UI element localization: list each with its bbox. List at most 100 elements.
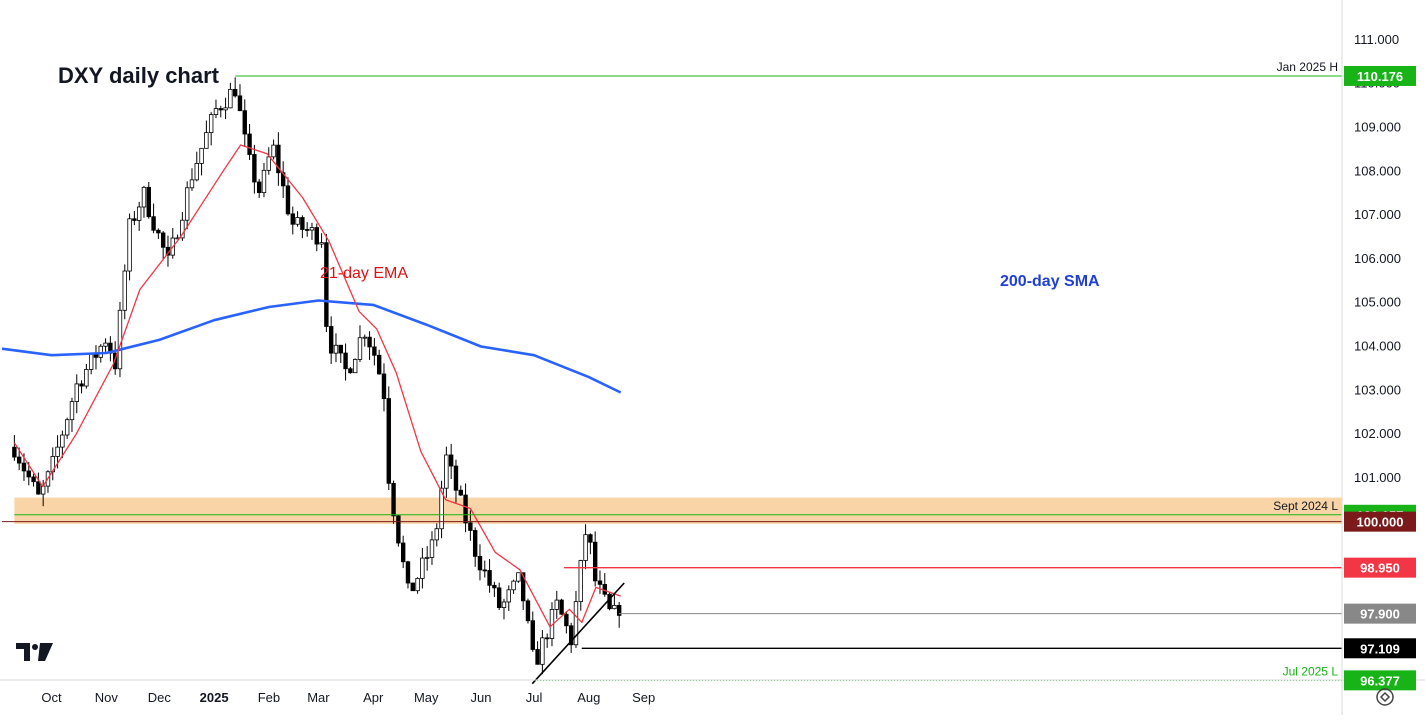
time-axis[interactable]: Oct Nov Dec 2025 Feb Mar Apr May Jun Jul Aug Sep bbox=[41, 690, 655, 705]
candle-body bbox=[237, 95, 243, 112]
candle-body bbox=[501, 601, 507, 608]
candle-body bbox=[592, 541, 598, 582]
candle-body bbox=[156, 229, 161, 234]
candle-body bbox=[60, 434, 65, 448]
candle-body bbox=[252, 154, 257, 183]
candle-body bbox=[266, 156, 271, 171]
candle-body bbox=[242, 110, 247, 135]
candle bbox=[304, 222, 310, 237]
gear-icon-center bbox=[1379, 691, 1391, 703]
price-badge-text: 98.950 bbox=[1360, 561, 1400, 576]
price-badge: 100.000 bbox=[1344, 511, 1416, 532]
candle bbox=[573, 590, 579, 648]
candle-body bbox=[357, 337, 363, 360]
candle bbox=[309, 222, 315, 240]
candle-body bbox=[372, 346, 377, 356]
candle-body bbox=[554, 599, 559, 610]
candle bbox=[540, 630, 545, 675]
candle bbox=[468, 510, 473, 541]
candle-body bbox=[420, 557, 425, 579]
candle-body bbox=[616, 604, 622, 616]
candle-body bbox=[568, 625, 574, 646]
price-badge-text: 97.900 bbox=[1360, 607, 1400, 622]
candle-body bbox=[79, 383, 84, 387]
candle-body bbox=[597, 580, 603, 585]
candle bbox=[424, 546, 430, 571]
price-badge-text: 97.109 bbox=[1360, 641, 1400, 656]
candle-body bbox=[415, 578, 420, 592]
y-tick-label: 107.000 bbox=[1354, 207, 1401, 222]
candle bbox=[496, 582, 502, 611]
candle bbox=[439, 480, 444, 539]
candle bbox=[31, 473, 36, 487]
candle bbox=[247, 123, 252, 160]
candle bbox=[290, 206, 295, 235]
candle bbox=[535, 641, 540, 665]
y-tick-label: 106.000 bbox=[1354, 251, 1401, 266]
candle bbox=[338, 344, 343, 364]
candle-body bbox=[40, 485, 46, 495]
candle bbox=[492, 581, 497, 597]
x-tick-label: Feb bbox=[258, 690, 280, 705]
y-tick-label: 102.000 bbox=[1354, 426, 1401, 441]
moving-average-layer bbox=[1, 144, 622, 628]
candle-body bbox=[540, 637, 545, 665]
candle bbox=[343, 343, 348, 381]
candle-body bbox=[405, 561, 411, 584]
candle bbox=[180, 212, 185, 241]
candle-body bbox=[88, 353, 94, 370]
candle-body bbox=[112, 352, 118, 370]
candle bbox=[271, 139, 276, 160]
x-tick-label: May bbox=[414, 690, 439, 705]
candle bbox=[520, 572, 526, 610]
x-tick-label: Sep bbox=[632, 690, 655, 705]
candle-body bbox=[578, 560, 583, 603]
candle bbox=[372, 338, 377, 366]
candle bbox=[266, 147, 271, 175]
candle-body bbox=[304, 229, 310, 231]
candle bbox=[141, 185, 147, 218]
candle bbox=[328, 316, 334, 364]
candle-body bbox=[223, 107, 228, 111]
support-zone bbox=[14, 497, 1343, 524]
candle bbox=[194, 151, 199, 182]
ema-annotation: 21-day EMA bbox=[320, 265, 408, 282]
candle-body bbox=[285, 185, 291, 215]
price-badge-box bbox=[1344, 511, 1416, 532]
candle bbox=[36, 472, 41, 495]
tradingview-logo-dot bbox=[32, 644, 38, 650]
candle bbox=[420, 547, 425, 589]
candle bbox=[146, 181, 151, 219]
price-badge: 97.109 bbox=[1344, 638, 1416, 659]
candle bbox=[472, 527, 478, 567]
candle-body bbox=[328, 326, 334, 354]
candle-body bbox=[160, 232, 166, 248]
candle bbox=[204, 120, 209, 149]
candle bbox=[381, 363, 387, 412]
candle bbox=[228, 82, 233, 109]
candle-body bbox=[69, 401, 75, 421]
tradingview-logo[interactable] bbox=[16, 643, 53, 661]
x-tick-label: Dec bbox=[148, 690, 172, 705]
candle-body bbox=[535, 649, 540, 665]
candle-body bbox=[64, 419, 70, 436]
support-zone-layer bbox=[14, 497, 1343, 524]
candle-body bbox=[309, 227, 315, 231]
price-badge-box bbox=[1344, 603, 1416, 624]
candle bbox=[616, 601, 622, 628]
candle-body bbox=[84, 369, 89, 387]
trendline-layer bbox=[531, 582, 625, 685]
candle bbox=[285, 177, 291, 216]
candle bbox=[218, 105, 223, 118]
candle bbox=[69, 397, 75, 432]
candle bbox=[208, 112, 214, 146]
y-tick-label: 104.000 bbox=[1354, 338, 1401, 353]
candle-body bbox=[520, 572, 526, 602]
x-tick-label: Aug bbox=[577, 690, 600, 705]
gear-icon[interactable] bbox=[1376, 688, 1394, 706]
candle bbox=[160, 231, 166, 260]
candle bbox=[261, 162, 267, 198]
candle bbox=[156, 228, 161, 239]
level-label: Jan 2025 H bbox=[1277, 60, 1338, 74]
